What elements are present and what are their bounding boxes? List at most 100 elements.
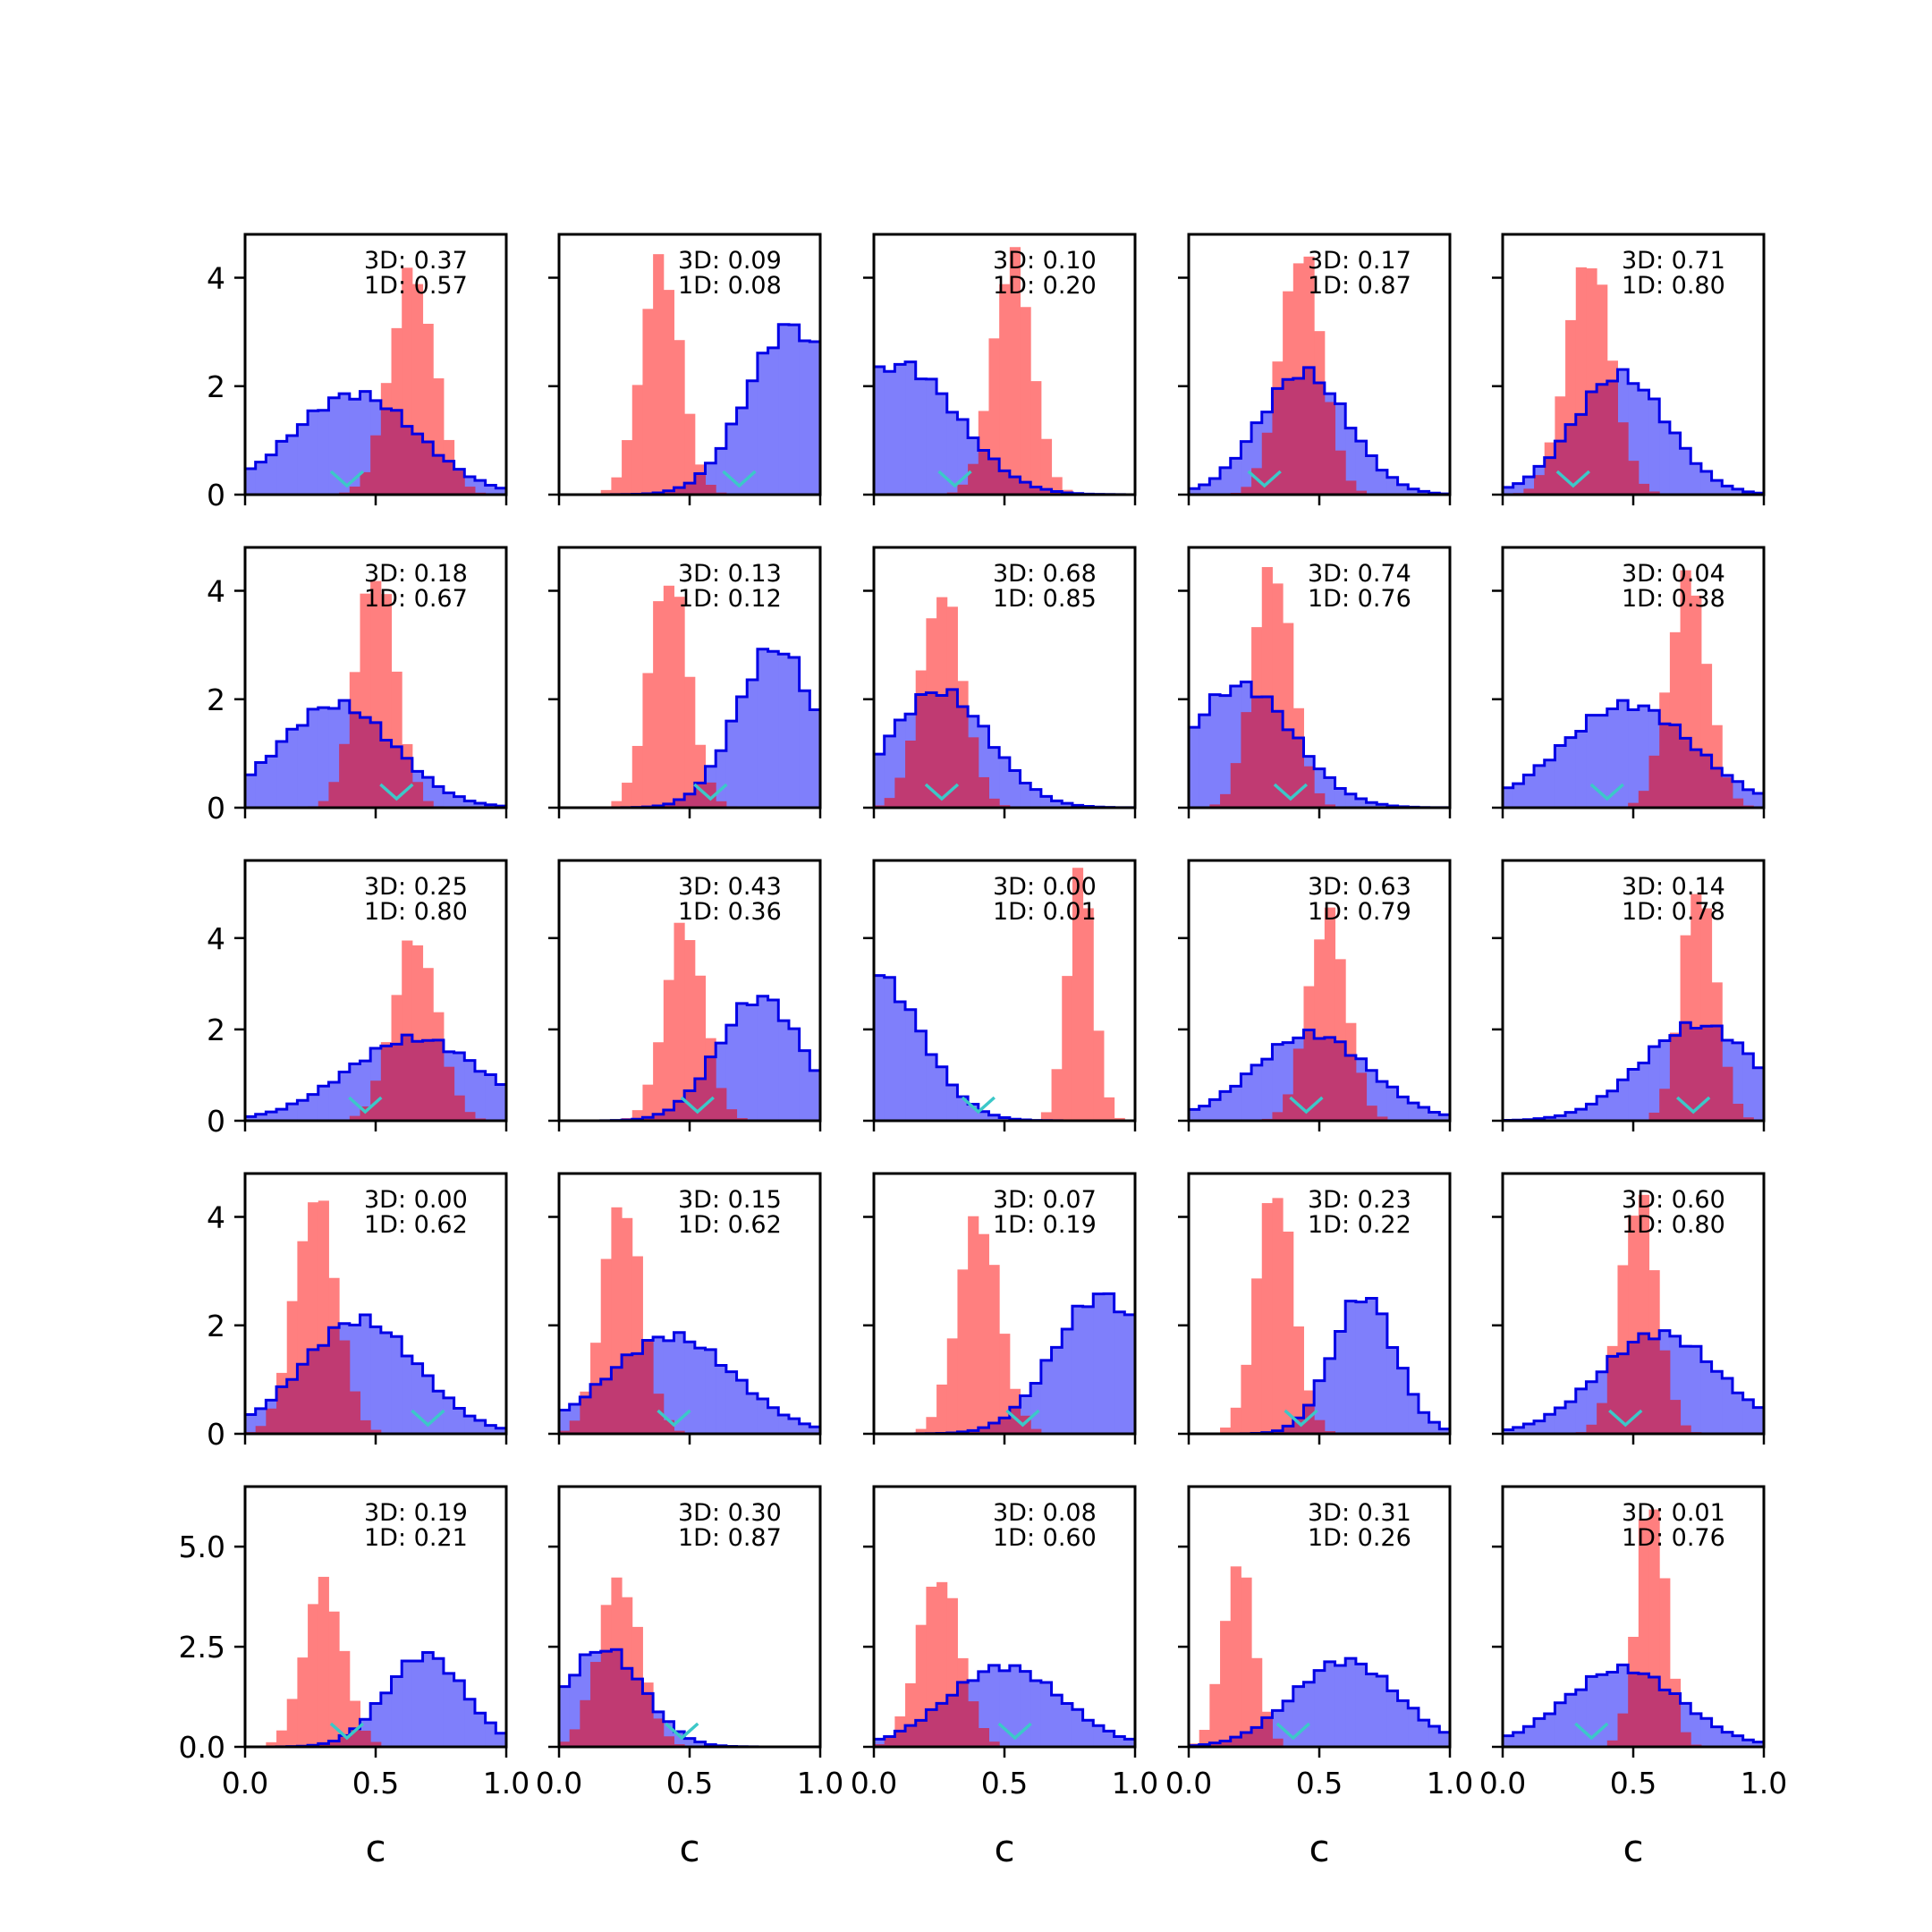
overlap-bar <box>1700 755 1713 808</box>
red-bar <box>631 1110 643 1120</box>
panel-annotation: 3D: 0.63 <box>1308 873 1411 901</box>
overlap-bar <box>642 1117 654 1121</box>
blue-bar <box>799 1423 810 1434</box>
blue-bar <box>946 1085 958 1121</box>
overlap-bar <box>1544 457 1555 495</box>
panel-annotation: 3D: 0.30 <box>678 1499 782 1527</box>
red-bar <box>611 477 623 495</box>
overlap-bar <box>569 1729 580 1747</box>
blue-bar <box>1114 1736 1125 1747</box>
blue-bar <box>663 1340 674 1434</box>
red-bar <box>1669 1032 1682 1036</box>
blue-bar <box>1062 803 1073 808</box>
blue-bar <box>1534 765 1546 808</box>
blue-bar <box>485 1074 496 1121</box>
overlap-bar <box>1345 1055 1357 1121</box>
blue-step-outline <box>1503 1663 1764 1747</box>
overlap-bar <box>725 1109 738 1121</box>
blue-bar <box>809 709 820 808</box>
histogram-bars <box>559 1577 820 1747</box>
red-bar <box>422 323 434 443</box>
red-bar <box>1040 438 1053 490</box>
blue-bar <box>1408 1103 1419 1121</box>
blue-bar <box>1366 455 1377 495</box>
marker-chevron <box>1275 1722 1310 1741</box>
blue-bar <box>684 1738 696 1747</box>
red-bar <box>988 338 1000 460</box>
blue-bar <box>1199 484 1210 495</box>
overlap-bar <box>988 459 1000 495</box>
red-bar <box>905 1682 917 1726</box>
blue-bar <box>1439 1732 1450 1747</box>
overlap-bar <box>349 487 360 495</box>
blue-bar <box>1082 1306 1094 1434</box>
red-bar <box>411 945 424 1042</box>
overlap-bar <box>1628 461 1640 495</box>
blue-bar <box>1690 463 1702 495</box>
blue-bar <box>1114 1311 1125 1434</box>
red-bar <box>631 745 643 808</box>
x-axis-label: c <box>365 1826 386 1870</box>
blue-bar <box>1189 727 1200 808</box>
red-bar <box>600 1605 612 1652</box>
red-bar <box>915 1428 927 1434</box>
blue-bar <box>1732 1042 1744 1121</box>
blue-step-outline <box>245 1313 506 1434</box>
blue-bar <box>1272 1044 1284 1121</box>
blue-bar <box>360 391 371 495</box>
blue-bar <box>1209 694 1221 808</box>
blue-bar <box>297 424 309 495</box>
marker-chevron <box>1574 1722 1609 1741</box>
blue-bar <box>496 1428 506 1434</box>
blue-bar <box>1324 1661 1336 1747</box>
blue-bar <box>286 729 298 808</box>
blue-bar <box>1062 1328 1073 1434</box>
red-bar <box>674 340 685 488</box>
blue-bar <box>874 754 886 808</box>
overlap-bar <box>339 743 351 808</box>
red-bar <box>999 1334 1011 1419</box>
red-bar <box>380 1042 393 1046</box>
overlap-bar <box>1690 750 1702 808</box>
red-bar <box>663 290 674 491</box>
overlap-bar <box>370 1741 382 1747</box>
blue-bar <box>736 408 748 495</box>
blue-bar <box>1303 1682 1315 1747</box>
red-bar <box>1292 263 1304 378</box>
overlap-bar <box>957 1682 969 1747</box>
panel-annotation: 3D: 0.37 <box>364 247 468 275</box>
overlap-bar <box>1648 755 1660 808</box>
blue-bar <box>422 777 434 808</box>
blue-bar <box>1324 777 1336 808</box>
red-bar <box>349 1700 360 1729</box>
blue-bar <box>1513 483 1524 495</box>
red-bar <box>328 1277 340 1328</box>
red-bar <box>370 580 382 723</box>
blue-bar <box>988 747 1000 808</box>
blue-bar <box>1700 1718 1713 1747</box>
red-bar <box>936 1581 948 1704</box>
blue-bar <box>1513 1732 1524 1747</box>
blue-bar <box>799 691 810 808</box>
blue-bar <box>747 380 758 495</box>
blue-bar <box>1189 1109 1200 1121</box>
red-bar <box>1597 284 1608 385</box>
red-bar <box>1303 986 1315 1030</box>
panel-annotation: 3D: 0.31 <box>1308 1499 1411 1527</box>
red-bar <box>694 744 707 784</box>
overlap-bar <box>1030 1428 1042 1434</box>
blue-bar <box>1503 1735 1514 1747</box>
blue-bar <box>422 1376 434 1434</box>
y-tick-label: 5.0 <box>179 1530 225 1564</box>
panel-annotation: 3D: 0.00 <box>993 873 1097 901</box>
blue-bar <box>1742 1399 1754 1434</box>
red-bar <box>1051 1069 1063 1121</box>
red-bar <box>1251 627 1263 698</box>
blue-bar <box>443 1397 455 1434</box>
x-tick-label: 1.0 <box>483 1766 530 1801</box>
blue-bar <box>297 725 309 808</box>
